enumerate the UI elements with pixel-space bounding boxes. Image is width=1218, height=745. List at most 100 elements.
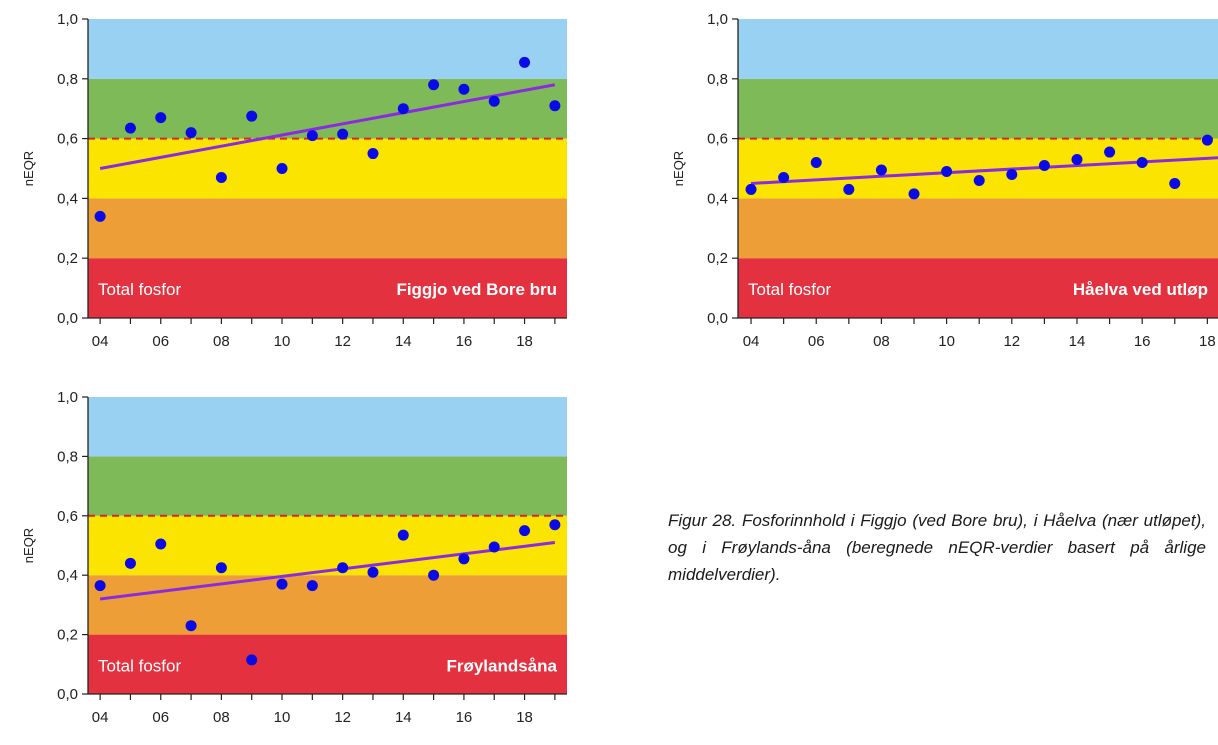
data-point: [941, 165, 953, 177]
data-point: [276, 578, 288, 590]
y-tick-label: 1,0: [57, 11, 78, 28]
quality-band: [88, 19, 567, 79]
data-point: [155, 538, 167, 550]
chart-svg: 0,0 0,2 0,4 0,6 0,8 1,0 04 06 08 10 12 14 16 18 nEQR To…: [671, 11, 1218, 350]
data-point: [519, 525, 531, 537]
y-tick-label: 0,0: [57, 310, 78, 327]
parameter-label: Total fosfor: [98, 656, 181, 675]
quality-band: [88, 515, 567, 576]
quality-band: [738, 19, 1218, 79]
data-point: [1136, 157, 1148, 169]
data-point: [428, 79, 440, 91]
quality-band: [88, 138, 567, 199]
x-tick-label: 08: [873, 333, 890, 350]
y-tick-label: 0,8: [57, 71, 78, 88]
data-point: [875, 164, 887, 176]
parameter-label: Total fosfor: [748, 280, 831, 299]
data-point: [549, 100, 561, 112]
station-label: Frøylandsåna: [446, 656, 557, 675]
data-point: [306, 580, 318, 592]
x-tick-label: 18: [1199, 333, 1216, 350]
x-tick-label: 06: [152, 333, 169, 350]
x-tick-label: 10: [274, 709, 291, 726]
trend-line: [99, 83, 556, 170]
y-tick-label: 0,4: [707, 190, 728, 207]
data-point: [428, 569, 440, 581]
y-axis-label: nEQR: [21, 528, 36, 563]
y-tick-label: 0,6: [57, 131, 78, 148]
y-tick-label: 0,8: [57, 448, 78, 465]
station-label: Håelva ved utløp: [1073, 280, 1208, 299]
data-point: [810, 157, 822, 169]
quality-band: [88, 575, 567, 635]
trend-line: [99, 541, 556, 601]
data-point: [276, 163, 288, 174]
chart-figgjo: 0,0 0,2 0,4 0,6 0,8 1,0 04 06 08 10 12 14 16 18 nEQR To…: [0, 0, 580, 370]
y-tick-label: 0,0: [57, 686, 78, 703]
y-tick-label: 0,2: [707, 250, 728, 267]
station-label: Figgjo ved Bore bru: [396, 280, 557, 299]
y-axis-label: nEQR: [671, 151, 686, 186]
y-tick-label: 0,6: [707, 131, 728, 148]
y-tick-label: 0,8: [707, 71, 728, 88]
chart-svg: 0,0 0,2 0,4 0,6 0,8 1,0 04 06 08 10 12 14 16 18 nEQR To…: [21, 11, 567, 350]
quality-band: [88, 397, 567, 457]
x-tick-label: 16: [456, 333, 473, 350]
y-tick-label: 0,0: [707, 310, 728, 327]
x-tick-label: 12: [1003, 333, 1020, 350]
x-tick-label: 08: [213, 709, 230, 726]
data-point: [337, 128, 349, 140]
x-tick-label: 18: [516, 709, 533, 726]
data-point: [185, 620, 197, 632]
y-tick-label: 1,0: [57, 389, 78, 406]
data-point: [246, 654, 258, 666]
x-tick-label: 04: [743, 333, 760, 350]
chart-froylandsana: 0,0 0,2 0,4 0,6 0,8 1,0 04 06 08 10 12 14 16 18 nEQR To…: [0, 378, 580, 745]
data-point: [458, 553, 470, 565]
x-tick-label: 12: [334, 333, 351, 350]
data-point: [94, 210, 106, 222]
x-tick-label: 06: [808, 333, 825, 350]
quality-band: [738, 258, 1218, 318]
y-tick-label: 1,0: [707, 11, 728, 28]
data-point: [367, 148, 379, 160]
data-point: [1006, 168, 1018, 180]
quality-band: [88, 634, 567, 694]
figure-caption: Figur 28. Fosforinnhold i Figgjo (ved Bo…: [668, 511, 1206, 584]
x-tick-label: 12: [334, 709, 351, 726]
x-tick-label: 14: [395, 709, 412, 726]
chart-haelva: 0,0 0,2 0,4 0,6 0,8 1,0 04 06 08 10 12 14 16 18 nEQR To…: [653, 0, 1218, 370]
x-tick-label: 14: [395, 333, 412, 350]
x-tick-label: 16: [1134, 333, 1151, 350]
data-point: [215, 171, 227, 183]
x-tick-label: 10: [274, 333, 291, 350]
x-tick-label: 14: [1069, 333, 1086, 350]
quality-band: [88, 258, 567, 318]
data-point: [908, 188, 920, 200]
x-tick-label: 06: [152, 709, 169, 726]
quality-band: [88, 198, 567, 259]
data-point: [124, 557, 136, 569]
x-tick-label: 16: [456, 709, 473, 726]
y-tick-label: 0,4: [57, 567, 78, 584]
quality-band: [88, 78, 567, 139]
data-point: [94, 580, 106, 592]
x-tick-label: 04: [92, 333, 109, 350]
data-point: [246, 110, 258, 122]
x-tick-label: 10: [938, 333, 955, 350]
data-point: [337, 562, 349, 574]
x-tick-label: 08: [213, 333, 230, 350]
data-point: [488, 541, 500, 553]
y-axis-label: nEQR: [21, 151, 36, 186]
data-point: [1038, 160, 1050, 172]
data-point: [843, 183, 855, 195]
data-point: [458, 83, 470, 95]
chart-svg: 0,0 0,2 0,4 0,6 0,8 1,0 04 06 08 10 12 14 16 18 nEQR To…: [21, 389, 567, 726]
y-tick-label: 0,4: [57, 190, 78, 207]
data-point: [973, 174, 985, 186]
quality-band: [738, 78, 1218, 139]
y-tick-label: 0,2: [57, 627, 78, 644]
data-point: [306, 130, 318, 142]
parameter-label: Total fosfor: [98, 280, 181, 299]
quality-band: [88, 456, 567, 516]
